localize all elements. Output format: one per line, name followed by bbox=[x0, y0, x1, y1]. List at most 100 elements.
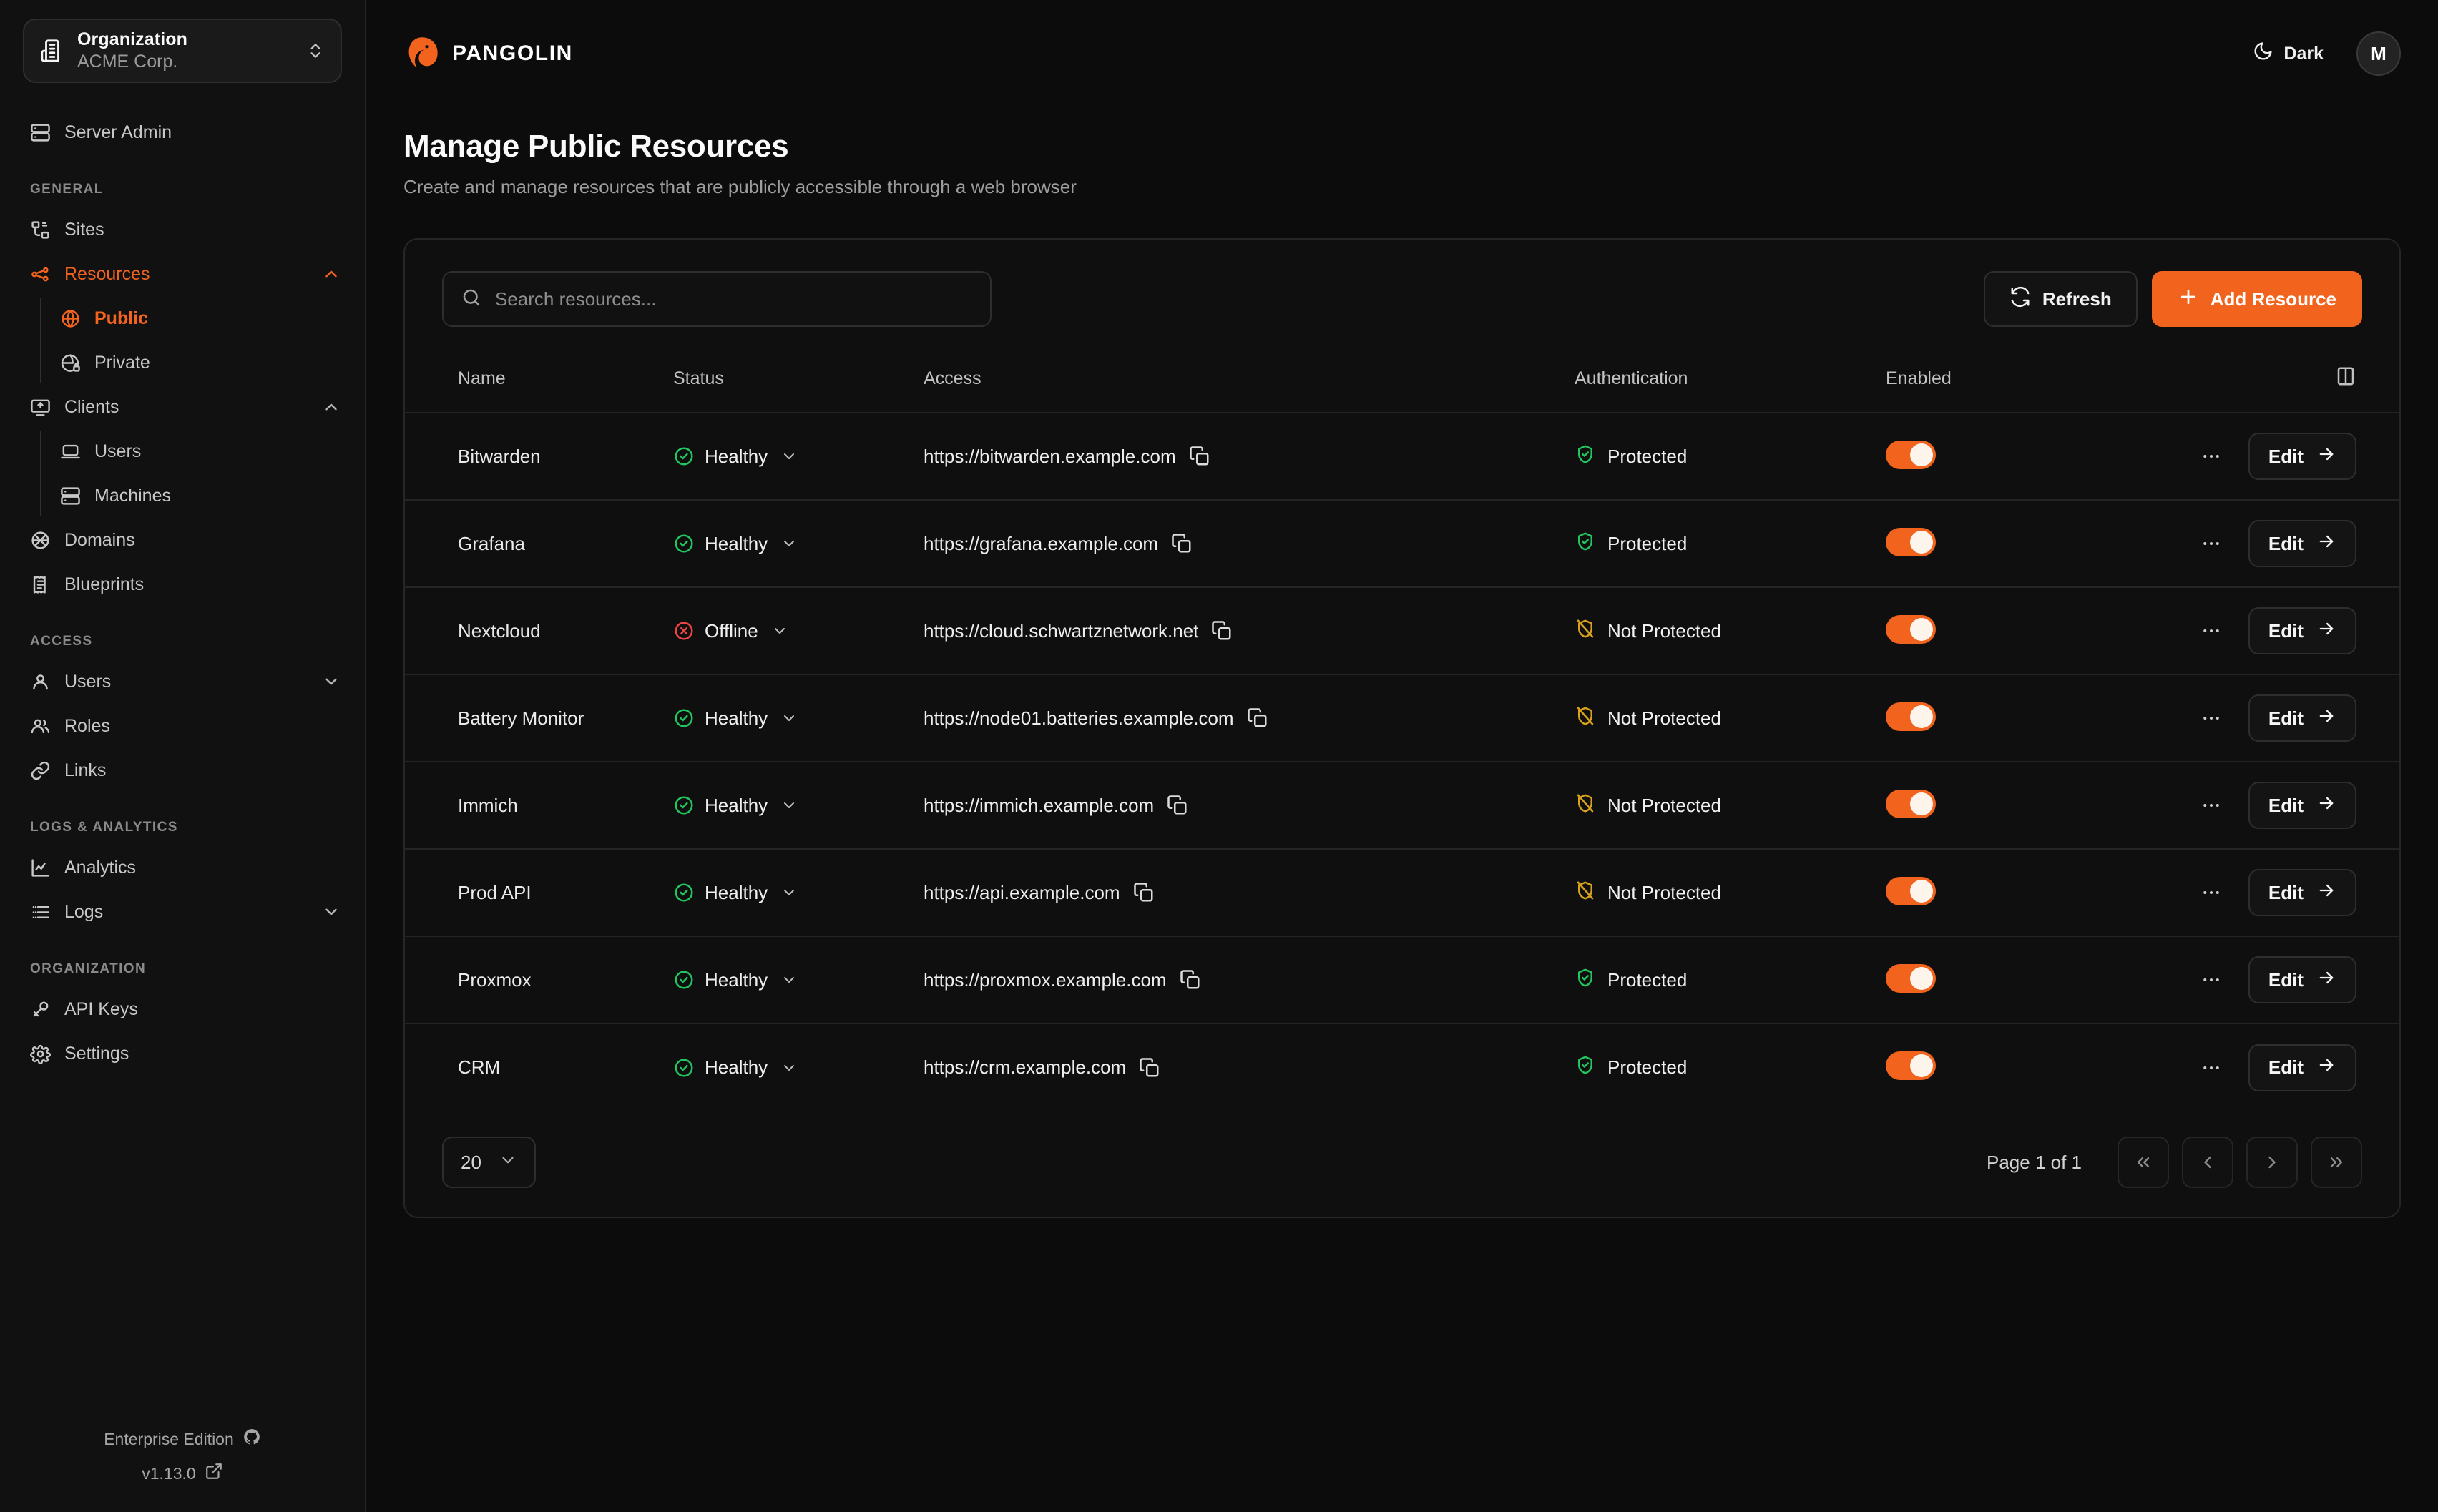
refresh-button[interactable]: Refresh bbox=[1983, 271, 2138, 327]
status-badge[interactable]: Healthy bbox=[673, 795, 924, 817]
access-url[interactable]: https://bitwarden.example.com bbox=[924, 445, 1176, 467]
table-row[interactable]: Bitwarden Healthy https://bitwarden.exam… bbox=[405, 413, 2399, 501]
edit-button[interactable]: Edit bbox=[2248, 956, 2356, 1003]
status-badge[interactable]: Healthy bbox=[673, 882, 924, 904]
sidebar-item-analytics[interactable]: Analytics bbox=[0, 845, 365, 890]
version-link[interactable]: v1.13.0 bbox=[142, 1462, 222, 1485]
organization-switcher[interactable]: Organization ACME Corp. bbox=[23, 19, 342, 83]
edit-button[interactable]: Edit bbox=[2248, 694, 2356, 742]
page-size-select[interactable]: 20 bbox=[442, 1137, 536, 1188]
row-menu-button[interactable] bbox=[2191, 698, 2231, 738]
access-url[interactable]: https://grafana.example.com bbox=[924, 532, 1159, 554]
first-page-button[interactable] bbox=[2118, 1137, 2169, 1188]
access-url[interactable]: https://crm.example.com bbox=[924, 1056, 1127, 1078]
enabled-toggle[interactable] bbox=[1886, 963, 1936, 993]
sidebar-item-private[interactable]: Private bbox=[0, 340, 365, 385]
status-label: Healthy bbox=[705, 881, 768, 903]
authentication-label: Protected bbox=[1607, 532, 1688, 554]
copy-icon[interactable] bbox=[1171, 533, 1193, 554]
status-badge[interactable]: Healthy bbox=[673, 969, 924, 991]
sidebar-item-clients-users[interactable]: Users bbox=[0, 429, 365, 473]
columns-toggle-icon[interactable] bbox=[2335, 365, 2356, 392]
enabled-toggle[interactable] bbox=[1886, 440, 1936, 469]
status-badge[interactable]: Healthy bbox=[673, 446, 924, 468]
copy-icon[interactable] bbox=[1211, 620, 1233, 642]
enabled-toggle[interactable] bbox=[1886, 789, 1936, 818]
copy-icon[interactable] bbox=[1189, 446, 1210, 467]
copy-icon[interactable] bbox=[1247, 707, 1268, 729]
resources-card: Refresh Add Resource Name bbox=[403, 238, 2401, 1218]
column-header-name[interactable]: Name bbox=[405, 353, 673, 413]
previous-page-button[interactable] bbox=[2182, 1137, 2233, 1188]
enabled-toggle[interactable] bbox=[1886, 527, 1936, 556]
copy-icon[interactable] bbox=[1167, 795, 1188, 816]
enabled-toggle[interactable] bbox=[1886, 702, 1936, 731]
chevron-up-icon bbox=[322, 398, 341, 416]
sidebar-item-api-keys[interactable]: API Keys bbox=[0, 987, 365, 1031]
enabled-toggle[interactable] bbox=[1886, 614, 1936, 644]
brand[interactable]: PANGOLIN bbox=[403, 35, 573, 72]
sidebar-footer: Enterprise Edition v1.13.0 bbox=[0, 1428, 365, 1512]
sidebar-item-public[interactable]: Public bbox=[0, 296, 365, 340]
sidebar-item-sites[interactable]: Sites bbox=[0, 207, 365, 252]
edit-button[interactable]: Edit bbox=[2248, 782, 2356, 829]
sidebar-item-server-admin[interactable]: Server Admin bbox=[0, 110, 365, 154]
next-page-button[interactable] bbox=[2246, 1137, 2298, 1188]
table-row[interactable]: Immich Healthy https://immich.example.co… bbox=[405, 762, 2399, 850]
status-badge[interactable]: Healthy bbox=[673, 707, 924, 730]
status-badge[interactable]: Offline bbox=[673, 620, 924, 642]
table-row[interactable]: Grafana Healthy https://grafana.example.… bbox=[405, 500, 2399, 588]
edit-button[interactable]: Edit bbox=[2248, 520, 2356, 567]
edit-button[interactable]: Edit bbox=[2248, 607, 2356, 654]
sidebar-item-machines[interactable]: Machines bbox=[0, 473, 365, 518]
copy-icon[interactable] bbox=[1133, 882, 1155, 903]
edit-button[interactable]: Edit bbox=[2248, 433, 2356, 480]
topbar: PANGOLIN Dark M bbox=[366, 0, 2438, 107]
access-url[interactable]: https://cloud.schwartznetwork.net bbox=[924, 619, 1199, 642]
column-header-authentication[interactable]: Authentication bbox=[1575, 353, 1886, 413]
row-menu-button[interactable] bbox=[2191, 960, 2231, 1000]
row-menu-button[interactable] bbox=[2191, 524, 2231, 564]
sidebar-item-blueprints[interactable]: Blueprints bbox=[0, 562, 365, 607]
edit-button[interactable]: Edit bbox=[2248, 869, 2356, 916]
row-menu-button[interactable] bbox=[2191, 785, 2231, 825]
access-url[interactable]: https://immich.example.com bbox=[924, 794, 1155, 816]
row-menu-button[interactable] bbox=[2191, 611, 2231, 651]
search-box[interactable] bbox=[442, 271, 992, 327]
sidebar-item-links[interactable]: Links bbox=[0, 748, 365, 792]
edition-link[interactable]: Enterprise Edition bbox=[104, 1428, 261, 1450]
status-badge[interactable]: Healthy bbox=[673, 1056, 924, 1079]
enabled-toggle[interactable] bbox=[1886, 876, 1936, 905]
table-row[interactable]: Nextcloud Offline https://cloud.schwartz… bbox=[405, 587, 2399, 675]
sidebar-item-clients[interactable]: Clients bbox=[0, 385, 365, 429]
search-input[interactable] bbox=[495, 288, 973, 310]
access-url[interactable]: https://proxmox.example.com bbox=[924, 968, 1167, 991]
theme-toggle[interactable]: Dark bbox=[2253, 41, 2324, 67]
access-url[interactable]: https://api.example.com bbox=[924, 881, 1120, 903]
column-header-status[interactable]: Status bbox=[673, 353, 924, 413]
copy-icon[interactable] bbox=[1139, 1057, 1160, 1079]
cell-enabled bbox=[1886, 587, 2172, 675]
row-menu-button[interactable] bbox=[2191, 1048, 2231, 1088]
sidebar-item-settings[interactable]: Settings bbox=[0, 1031, 365, 1076]
sidebar-item-logs[interactable]: Logs bbox=[0, 890, 365, 934]
sidebar-item-domains[interactable]: Domains bbox=[0, 518, 365, 562]
sidebar-item-users[interactable]: Users bbox=[0, 659, 365, 704]
edit-button[interactable]: Edit bbox=[2248, 1044, 2356, 1091]
access-url[interactable]: https://node01.batteries.example.com bbox=[924, 707, 1234, 729]
status-badge[interactable]: Healthy bbox=[673, 533, 924, 555]
column-label-name: Name bbox=[458, 368, 506, 388]
add-resource-button[interactable]: Add Resource bbox=[2151, 271, 2362, 327]
row-menu-button[interactable] bbox=[2191, 873, 2231, 913]
enabled-toggle[interactable] bbox=[1886, 1051, 1936, 1080]
table-row[interactable]: Proxmox Healthy https://proxmox.example.… bbox=[405, 936, 2399, 1024]
copy-icon[interactable] bbox=[1180, 969, 1201, 991]
sidebar-item-roles[interactable]: Roles bbox=[0, 704, 365, 748]
row-menu-button[interactable] bbox=[2191, 436, 2231, 476]
sidebar-item-resources[interactable]: Resources bbox=[0, 252, 365, 296]
table-row[interactable]: Prod API Healthy https://api.example.com bbox=[405, 849, 2399, 937]
avatar[interactable]: M bbox=[2356, 31, 2401, 76]
table-row[interactable]: CRM Healthy https://crm.example.com bbox=[405, 1023, 2399, 1111]
table-row[interactable]: Battery Monitor Healthy https://node01.b… bbox=[405, 674, 2399, 762]
last-page-button[interactable] bbox=[2311, 1137, 2362, 1188]
